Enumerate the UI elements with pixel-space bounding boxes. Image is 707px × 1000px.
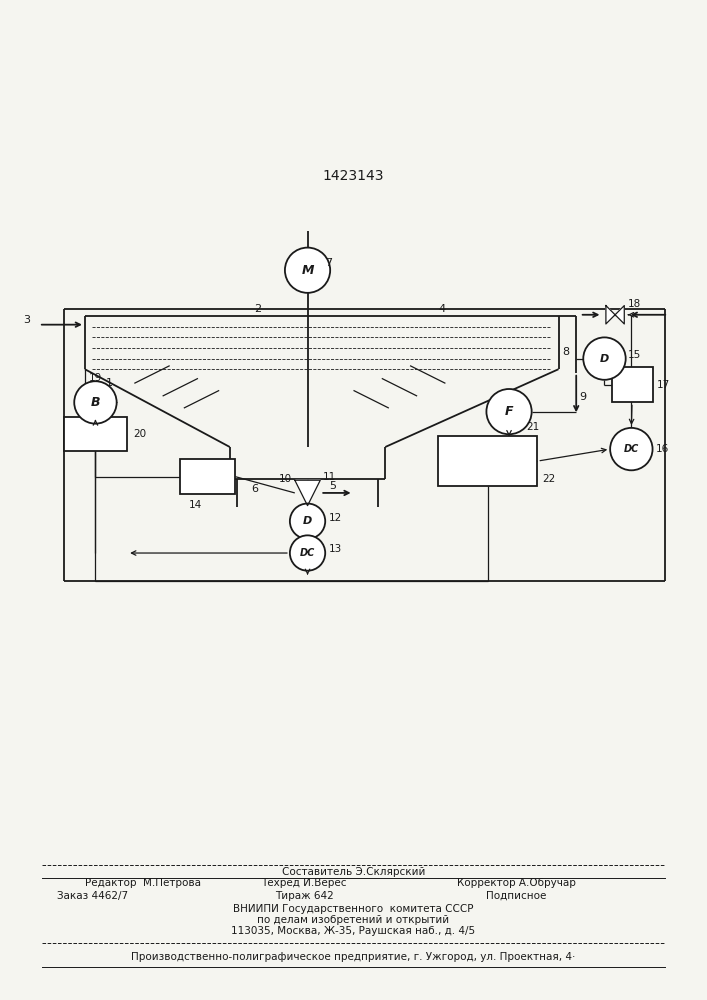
Text: 19: 19 xyxy=(88,373,102,383)
Text: 2: 2 xyxy=(255,304,262,314)
Text: Тираж 642: Тираж 642 xyxy=(274,891,334,901)
Text: Заказ 4462/7: Заказ 4462/7 xyxy=(57,891,128,901)
Text: 8: 8 xyxy=(562,347,569,357)
Circle shape xyxy=(610,428,653,470)
Text: D: D xyxy=(600,354,609,364)
Text: 16: 16 xyxy=(656,444,670,454)
Text: 113035, Москва, Ж-35, Раушская наб., д. 4/5: 113035, Москва, Ж-35, Раушская наб., д. … xyxy=(231,926,476,936)
Polygon shape xyxy=(606,306,624,324)
Text: 13: 13 xyxy=(329,544,342,554)
Text: 20: 20 xyxy=(133,429,146,439)
Text: 17: 17 xyxy=(657,380,670,390)
Text: 18: 18 xyxy=(628,299,641,309)
Circle shape xyxy=(290,504,325,539)
Text: 15: 15 xyxy=(628,350,641,360)
Text: 6: 6 xyxy=(251,484,258,494)
Text: DC: DC xyxy=(624,444,639,454)
Text: ВНИИПИ Государственного  комитета СССР: ВНИИПИ Государственного комитета СССР xyxy=(233,904,474,914)
Bar xyxy=(438,436,537,486)
Text: 22: 22 xyxy=(542,474,556,484)
Text: 9: 9 xyxy=(580,392,587,402)
Text: Корректор А.Обручар: Корректор А.Обручар xyxy=(457,878,575,888)
Text: 1: 1 xyxy=(106,378,113,388)
Circle shape xyxy=(290,535,325,571)
Text: 5: 5 xyxy=(329,481,336,491)
Text: по делам изобретений и открытий: по делам изобретений и открытий xyxy=(257,915,450,925)
Text: 4: 4 xyxy=(438,304,445,314)
Text: 1423143: 1423143 xyxy=(323,169,384,183)
Text: Подписное: Подписное xyxy=(486,891,547,901)
Text: 11: 11 xyxy=(323,472,337,482)
Text: 10: 10 xyxy=(279,474,293,484)
Text: Производственно-полиграфическое предприятие, г. Ужгород, ул. Проектная, 4·: Производственно-полиграфическое предприя… xyxy=(132,952,575,962)
Text: Техред И.Верес: Техред И.Верес xyxy=(262,878,346,888)
Text: M: M xyxy=(301,264,314,277)
Text: DC: DC xyxy=(300,548,315,558)
Text: 7: 7 xyxy=(325,258,332,268)
Text: 3: 3 xyxy=(23,315,30,325)
Circle shape xyxy=(74,381,117,424)
Circle shape xyxy=(285,248,330,293)
Bar xyxy=(612,367,653,402)
Text: F: F xyxy=(505,405,513,418)
Bar xyxy=(180,459,235,494)
Text: D: D xyxy=(303,516,312,526)
Bar xyxy=(64,417,127,451)
Polygon shape xyxy=(295,480,320,506)
Text: 21: 21 xyxy=(527,422,540,432)
Text: 14: 14 xyxy=(189,500,202,510)
Text: B: B xyxy=(90,396,100,409)
Circle shape xyxy=(583,337,626,380)
Text: Редактор  М.Петрова: Редактор М.Петрова xyxy=(85,878,201,888)
Text: 12: 12 xyxy=(329,513,342,523)
Circle shape xyxy=(486,389,532,434)
Text: Составитель Э.Склярский: Составитель Э.Склярский xyxy=(282,867,425,877)
